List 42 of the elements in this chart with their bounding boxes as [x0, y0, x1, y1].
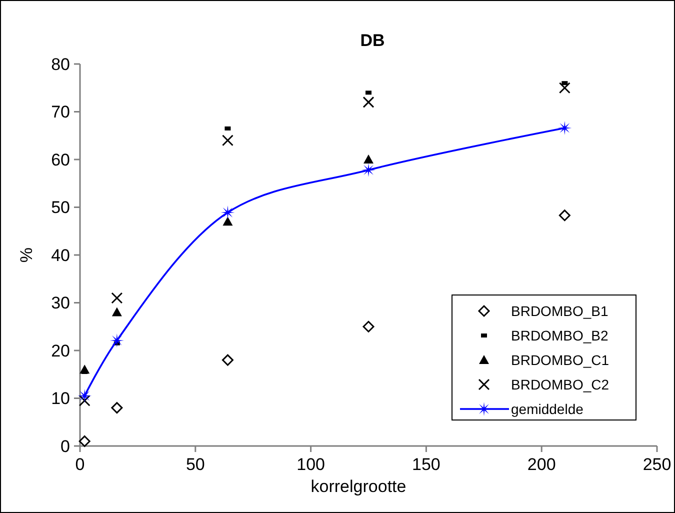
x-tick-label: 50 — [186, 455, 205, 474]
y-tick-label: 10 — [51, 389, 70, 408]
x-tick-label: 250 — [642, 455, 672, 474]
point — [220, 206, 235, 220]
y-tick-label: 0 — [60, 436, 70, 456]
point — [111, 292, 123, 304]
point — [112, 307, 122, 316]
y-tick-label: 70 — [51, 102, 70, 122]
y-tick-label: 30 — [51, 294, 70, 313]
y-tick-label: 20 — [51, 341, 70, 360]
point — [362, 320, 374, 332]
legend-label: BRDOMBO_C1 — [511, 352, 610, 368]
x-tick-label: 150 — [412, 455, 440, 474]
point — [558, 120, 572, 135]
x-tick-label: 0 — [75, 455, 85, 474]
point — [111, 402, 123, 414]
point — [222, 354, 234, 366]
y-tick-label: 60 — [51, 150, 70, 170]
point — [78, 388, 92, 403]
point — [366, 90, 372, 95]
point — [222, 134, 234, 146]
y-tick-label: 80 — [51, 54, 70, 74]
legend-label: BRDOMBO_B1 — [511, 302, 608, 319]
point — [364, 154, 374, 164]
point — [362, 163, 376, 178]
point — [78, 435, 90, 447]
point — [110, 333, 124, 348]
x-tick-label: 100 — [296, 455, 325, 474]
point — [78, 394, 90, 406]
legend-label: BRDOMBO_C2 — [511, 376, 610, 392]
y-tick-label: 40 — [51, 246, 70, 265]
point — [558, 210, 570, 222]
chart-title: DB — [360, 31, 385, 50]
point — [362, 96, 374, 108]
legend-label: BRDOMBO_B2 — [511, 327, 608, 344]
point — [222, 216, 233, 226]
x-axis-title: korrelgrootte — [310, 477, 406, 496]
x-tick-label: 200 — [527, 455, 556, 474]
y-axis-title: % — [17, 247, 36, 263]
y-tick-label: 50 — [51, 198, 70, 218]
legend-label: gemiddelde — [511, 400, 584, 417]
point — [558, 82, 570, 94]
